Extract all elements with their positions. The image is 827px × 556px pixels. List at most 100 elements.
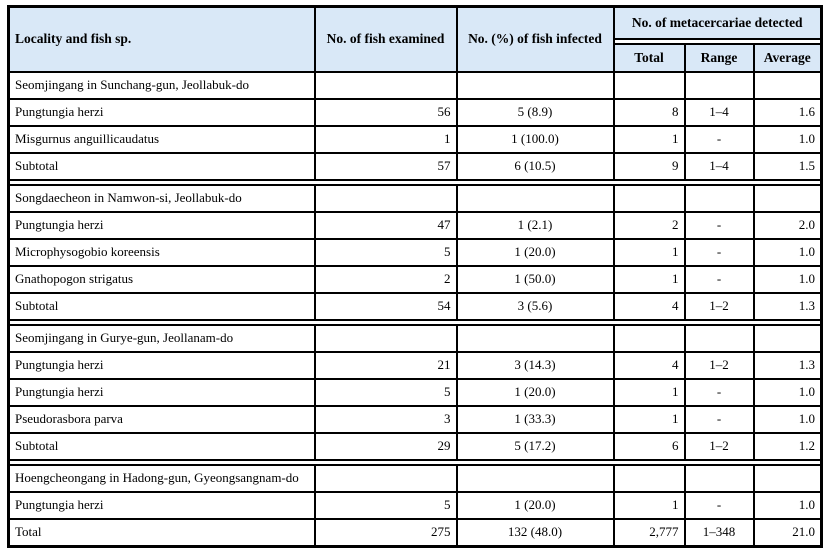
section-separator xyxy=(8,179,822,186)
average-cell: 1.5 xyxy=(752,152,823,181)
examined-cell: 21 xyxy=(313,351,458,380)
empty-cell xyxy=(683,184,755,213)
total-cell: 4 xyxy=(612,292,686,321)
infected-cell: 132 (48.0) xyxy=(455,518,615,548)
species-cell: Total xyxy=(7,518,316,548)
total-cell: 4 xyxy=(612,351,686,380)
infected-cell: 3 (14.3) xyxy=(455,351,615,380)
examined-cell: 2 xyxy=(313,265,458,294)
examined-cell: 275 xyxy=(313,518,458,548)
empty-cell xyxy=(752,71,823,100)
infected-cell: 1 (2.1) xyxy=(455,211,615,240)
total-cell: 1 xyxy=(612,125,686,154)
species-cell: Pungtungia herzi xyxy=(7,378,316,407)
infected-cell: 5 (17.2) xyxy=(455,432,615,461)
species-cell: Pungtungia herzi xyxy=(7,491,316,520)
double-rule xyxy=(613,38,822,45)
empty-cell xyxy=(752,464,823,493)
examined-cell: 54 xyxy=(313,292,458,321)
range-cell: 1–4 xyxy=(683,98,755,127)
double-rule xyxy=(8,319,822,326)
range-cell: - xyxy=(683,238,755,267)
species-cell: Subtotal xyxy=(7,152,316,181)
table-row: Pungtungia herzi 47 1 (2.1) 2 - 2.0 xyxy=(7,211,823,240)
examined-cell: 5 xyxy=(313,238,458,267)
average-cell: 1.3 xyxy=(752,292,823,321)
section-header-row: Seomjingang in Gurye-gun, Jeollanam-do xyxy=(7,324,823,353)
empty-cell xyxy=(455,464,615,493)
section-header-row: Hoengcheongang in Hadong-gun, Gyeongsang… xyxy=(7,464,823,493)
empty-cell xyxy=(683,324,755,353)
range-cell: 1–2 xyxy=(683,432,755,461)
species-cell: Pungtungia herzi xyxy=(7,98,316,127)
infected-cell: 3 (5.6) xyxy=(455,292,615,321)
species-cell: Gnathopogon strigatus xyxy=(7,265,316,294)
table-body: Seomjingang in Sunchang-gun, Jeollabuk-d… xyxy=(7,71,823,548)
double-rule xyxy=(8,179,822,186)
species-cell: Pungtungia herzi xyxy=(7,211,316,240)
total-row: Total 275 132 (48.0) 2,777 1–348 21.0 xyxy=(7,518,823,548)
average-cell: 1.0 xyxy=(752,238,823,267)
examined-cell: 29 xyxy=(313,432,458,461)
table-row: Pseudorasbora parva 3 1 (33.3) 1 - 1.0 xyxy=(7,405,823,434)
col-header-range: Range xyxy=(683,43,755,73)
empty-cell xyxy=(752,324,823,353)
average-cell: 1.0 xyxy=(752,491,823,520)
infected-cell: 1 (20.0) xyxy=(455,491,615,520)
col-header-total: Total xyxy=(612,43,686,73)
empty-cell xyxy=(612,464,686,493)
locality-label: Hoengcheongang in Hadong-gun, Gyeongsang… xyxy=(7,464,316,493)
total-cell: 2 xyxy=(612,211,686,240)
range-cell: 1–348 xyxy=(683,518,755,548)
infected-cell: 6 (10.5) xyxy=(455,152,615,181)
range-cell: - xyxy=(683,491,755,520)
table-row: Misgurnus anguillicaudatus 1 1 (100.0) 1… xyxy=(7,125,823,154)
average-cell: 21.0 xyxy=(752,518,823,548)
fish-infection-table: Locality and fish sp. No. of fish examin… xyxy=(7,5,823,548)
total-cell: 9 xyxy=(612,152,686,181)
col-header-locality: Locality and fish sp. xyxy=(7,5,316,73)
section-separator xyxy=(8,319,822,326)
total-cell: 2,777 xyxy=(612,518,686,548)
section-header-row: Seomjingang in Sunchang-gun, Jeollabuk-d… xyxy=(7,71,823,100)
double-rule xyxy=(8,459,822,466)
total-cell: 1 xyxy=(612,238,686,267)
total-cell: 1 xyxy=(612,265,686,294)
range-cell: - xyxy=(683,265,755,294)
average-cell: 1.3 xyxy=(752,351,823,380)
examined-cell: 56 xyxy=(313,98,458,127)
empty-cell xyxy=(683,71,755,100)
total-cell: 1 xyxy=(612,405,686,434)
table-row: Pungtungia herzi 56 5 (8.9) 8 1–4 1.6 xyxy=(7,98,823,127)
table-row: Microphysogobio koreensis 5 1 (20.0) 1 -… xyxy=(7,238,823,267)
infected-cell: 1 (33.3) xyxy=(455,405,615,434)
table-row: Gnathopogon strigatus 2 1 (50.0) 1 - 1.0 xyxy=(7,265,823,294)
examined-cell: 1 xyxy=(313,125,458,154)
empty-cell xyxy=(313,71,458,100)
section-separator xyxy=(8,459,822,466)
locality-label: Songdaecheon in Namwon-si, Jeollabuk-do xyxy=(7,184,316,213)
subtotal-row: Subtotal 29 5 (17.2) 6 1–2 1.2 xyxy=(7,432,823,461)
total-cell: 1 xyxy=(612,378,686,407)
range-cell: 1–4 xyxy=(683,152,755,181)
table-header: Locality and fish sp. No. of fish examin… xyxy=(7,5,823,73)
infected-cell: 1 (100.0) xyxy=(455,125,615,154)
subtotal-row: Subtotal 57 6 (10.5) 9 1–4 1.5 xyxy=(7,152,823,181)
subtotal-row: Subtotal 54 3 (5.6) 4 1–2 1.3 xyxy=(7,292,823,321)
table-row: Pungtungia herzi 21 3 (14.3) 4 1–2 1.3 xyxy=(7,351,823,380)
average-cell: 1.0 xyxy=(752,265,823,294)
range-cell: 1–2 xyxy=(683,292,755,321)
examined-cell: 5 xyxy=(313,378,458,407)
table-row: Pungtungia herzi 5 1 (20.0) 1 - 1.0 xyxy=(7,491,823,520)
locality-label: Seomjingang in Sunchang-gun, Jeollabuk-d… xyxy=(7,71,316,100)
average-cell: 1.0 xyxy=(752,378,823,407)
infected-cell: 1 (20.0) xyxy=(455,378,615,407)
species-cell: Pseudorasbora parva xyxy=(7,405,316,434)
examined-cell: 5 xyxy=(313,491,458,520)
examined-cell: 57 xyxy=(313,152,458,181)
examined-cell: 3 xyxy=(313,405,458,434)
range-cell: - xyxy=(683,378,755,407)
species-cell: Microphysogobio koreensis xyxy=(7,238,316,267)
range-cell: - xyxy=(683,211,755,240)
